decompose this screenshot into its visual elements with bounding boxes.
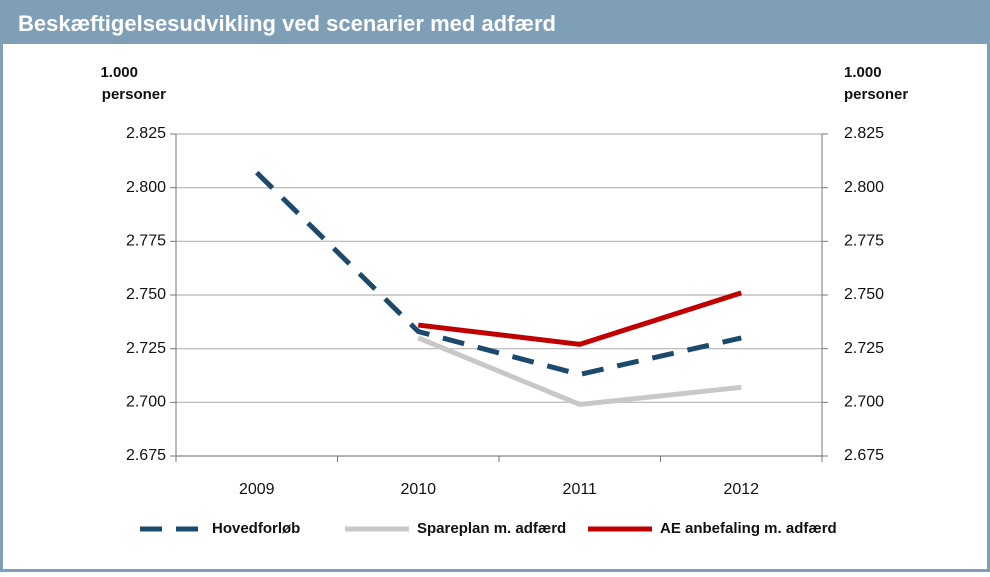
line-series <box>417 290 743 347</box>
y-tick-label: 2.725 <box>126 340 166 357</box>
y2-label: personer <box>844 86 908 103</box>
x-tick-label: 2009 <box>239 481 275 498</box>
x-tick-label: 2012 <box>723 481 759 498</box>
y2-tick-label: 2.700 <box>844 394 884 411</box>
y2-tick-label: 2.825 <box>844 125 884 142</box>
y-tick-label: 2.800 <box>126 179 166 196</box>
y-tick-label: 2.750 <box>126 286 166 303</box>
legend-label: AE anbefaling m. adfærd <box>660 520 837 537</box>
y2-tick-label: 2.775 <box>844 233 884 250</box>
y-tick-label: 2.675 <box>126 447 166 464</box>
y2-tick-label: 2.750 <box>844 286 884 303</box>
y-label: 1.000 <box>100 64 138 81</box>
y2-tick-label: 2.725 <box>844 340 884 357</box>
y-tick-label: 2.775 <box>126 233 166 250</box>
x-tick-label: 2011 <box>563 481 598 498</box>
line-series <box>254 170 742 378</box>
y2-tick-label: 2.800 <box>844 179 884 196</box>
title-bar <box>0 0 990 44</box>
y-tick-label: 2.825 <box>126 125 166 142</box>
y2-label: 1.000 <box>844 64 882 81</box>
line-series <box>417 335 742 408</box>
y-tick-label: 2.700 <box>126 394 166 411</box>
chart-title: Beskæftigelsesudvikling ved scenarier me… <box>18 11 556 36</box>
legend-label: Hovedforløb <box>212 520 300 537</box>
x-tick-label: 2010 <box>400 481 436 498</box>
legend-label: Spareplan m. adfærd <box>417 520 566 537</box>
y2-tick-label: 2.675 <box>844 447 884 464</box>
y-label: personer <box>102 86 166 103</box>
